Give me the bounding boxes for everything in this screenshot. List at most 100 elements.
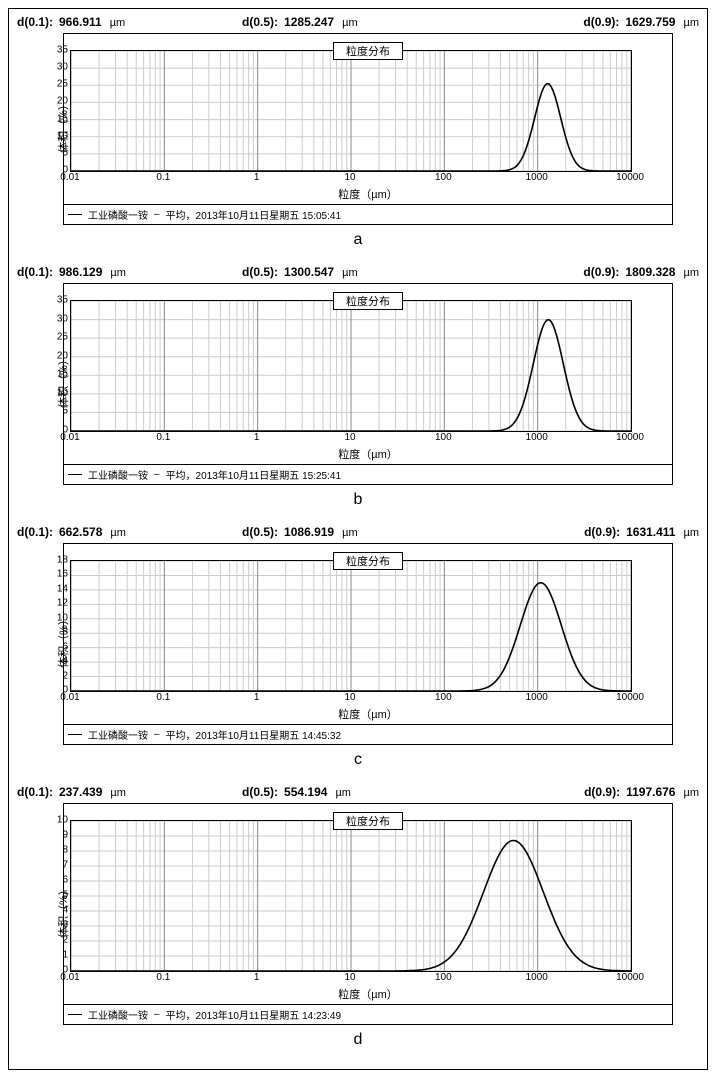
- y-tick: 35: [57, 45, 68, 56]
- x-tick: 100: [435, 692, 452, 703]
- x-tick: 10: [344, 432, 355, 443]
- y-tick: 25: [57, 79, 68, 90]
- x-tick: 10: [344, 692, 355, 703]
- chart-block-b: d(0.1):986.129µmd(0.5):1300.547µmd(0.9):…: [13, 263, 703, 509]
- d09-label: d(0.9):: [583, 15, 619, 29]
- d09-label: d(0.9):: [583, 265, 619, 279]
- panel-label: b: [13, 491, 703, 509]
- d09-label: d(0.9):: [584, 525, 620, 539]
- d01-label: d(0.1):: [17, 265, 53, 279]
- x-ticks: 0.010.1110100100010000: [70, 692, 630, 704]
- legend-separator: –: [154, 1009, 160, 1020]
- chart-block-d: d(0.1):237.439µmd(0.5):554.194µmd(0.9):1…: [13, 783, 703, 1049]
- timestamp: 平均，2013年10月11日星期五 14:23:49: [166, 1007, 341, 1022]
- x-tick: 100: [435, 172, 452, 183]
- chart-block-c: d(0.1):662.578µmd(0.5):1086.919µmd(0.9):…: [13, 523, 703, 769]
- chart-footer: 工业磷酸一铵–平均，2013年10月11日星期五 15:25:41: [63, 465, 673, 485]
- y-tick: 4: [62, 656, 68, 667]
- y-tick: 14: [57, 583, 68, 594]
- panel-label: c: [13, 751, 703, 769]
- d01-value: 966.911: [59, 15, 102, 29]
- y-tick: 7: [62, 860, 68, 871]
- d05-unit: µm: [335, 787, 351, 799]
- panel-label: a: [13, 231, 703, 249]
- x-tick: 0.01: [60, 172, 79, 183]
- legend-line-icon: [68, 214, 82, 215]
- x-tick: 100: [435, 972, 452, 983]
- chart-title: 粒度分布: [333, 552, 403, 570]
- y-tick: 6: [62, 641, 68, 652]
- y-tick: 30: [57, 62, 68, 73]
- d09-value: 1631.411: [626, 525, 675, 539]
- y-tick: 15: [57, 113, 68, 124]
- y-ticks: 012345678910: [46, 820, 68, 970]
- x-tick: 10000: [616, 432, 644, 443]
- chart-frame: 粒度分布体积（%）051015202530350.010.11101001000…: [63, 283, 673, 465]
- legend-line-icon: [68, 734, 82, 735]
- x-tick: 0.01: [60, 692, 79, 703]
- x-tick: 0.1: [156, 972, 170, 983]
- y-tick: 20: [57, 96, 68, 107]
- figure-container: d(0.1):966.911µmd(0.5):1285.247µmd(0.9):…: [8, 8, 708, 1070]
- d01-label: d(0.1):: [17, 525, 53, 539]
- y-tick: 30: [57, 313, 68, 324]
- x-ticks: 0.010.1110100100010000: [70, 172, 630, 184]
- plot: [70, 300, 632, 432]
- y-tick: 3: [62, 920, 68, 931]
- stats-row: d(0.1):966.911µmd(0.5):1285.247µmd(0.9):…: [13, 13, 703, 31]
- stats-row: d(0.1):986.129µmd(0.5):1300.547µmd(0.9):…: [13, 263, 703, 281]
- y-tick: 10: [57, 387, 68, 398]
- d09-value: 1197.676: [626, 785, 675, 799]
- legend-separator: –: [154, 469, 160, 480]
- x-axis-label: 粒度（µm）: [70, 186, 666, 202]
- x-tick: 0.01: [60, 972, 79, 983]
- x-ticks: 0.010.1110100100010000: [70, 432, 630, 444]
- y-tick: 1: [62, 950, 68, 961]
- x-tick: 1000: [526, 432, 548, 443]
- legend-line-icon: [68, 474, 82, 475]
- d05-value: 1285.247: [284, 15, 334, 29]
- d01-unit: µm: [110, 527, 126, 539]
- chart-frame: 粒度分布体积（%）051015202530350.010.11101001000…: [63, 33, 673, 205]
- plot-area: 体积（%）0246810121416180.010.11101001000100…: [70, 560, 666, 722]
- timestamp: 平均，2013年10月11日星期五 15:05:41: [166, 207, 341, 222]
- d01-unit: µm: [110, 17, 126, 29]
- timestamp: 平均，2013年10月11日星期五 15:25:41: [166, 467, 341, 482]
- y-tick: 5: [62, 890, 68, 901]
- d09-value: 1629.759: [625, 15, 675, 29]
- x-tick: 1: [254, 172, 260, 183]
- d09-unit: µm: [683, 787, 699, 799]
- legend-separator: –: [154, 209, 160, 220]
- y-tick: 5: [62, 406, 68, 417]
- plot-area: 体积（%）051015202530350.010.111010010001000…: [70, 50, 666, 202]
- y-tick: 15: [57, 369, 68, 380]
- sample-name: 工业磷酸一铵: [88, 207, 148, 222]
- x-tick: 100: [435, 432, 452, 443]
- sample-name: 工业磷酸一铵: [88, 727, 148, 742]
- y-tick: 8: [62, 845, 68, 856]
- plot: [70, 560, 632, 692]
- d09-label: d(0.9):: [584, 785, 620, 799]
- d01-unit: µm: [110, 267, 126, 279]
- d01-value: 237.439: [59, 785, 102, 799]
- y-tick: 5: [62, 147, 68, 158]
- legend-line-icon: [68, 1014, 82, 1015]
- y-tick: 12: [57, 598, 68, 609]
- d05-unit: µm: [342, 267, 358, 279]
- d01-value: 986.129: [59, 265, 102, 279]
- y-ticks: 05101520253035: [46, 50, 68, 170]
- x-tick: 1000: [526, 172, 548, 183]
- x-tick: 0.1: [156, 432, 170, 443]
- y-ticks: 05101520253035: [46, 300, 68, 430]
- x-tick: 10000: [616, 692, 644, 703]
- chart-footer: 工业磷酸一铵–平均，2013年10月11日星期五 14:23:49: [63, 1005, 673, 1025]
- timestamp: 平均，2013年10月11日星期五 14:45:32: [166, 727, 341, 742]
- x-tick: 1000: [526, 972, 548, 983]
- y-tick: 9: [62, 830, 68, 841]
- chart-title: 粒度分布: [333, 292, 403, 310]
- sample-name: 工业磷酸一铵: [88, 467, 148, 482]
- d05-value: 554.194: [284, 785, 327, 799]
- plot: [70, 50, 632, 172]
- chart-footer: 工业磷酸一铵–平均，2013年10月11日星期五 15:05:41: [63, 205, 673, 225]
- x-tick: 1: [254, 432, 260, 443]
